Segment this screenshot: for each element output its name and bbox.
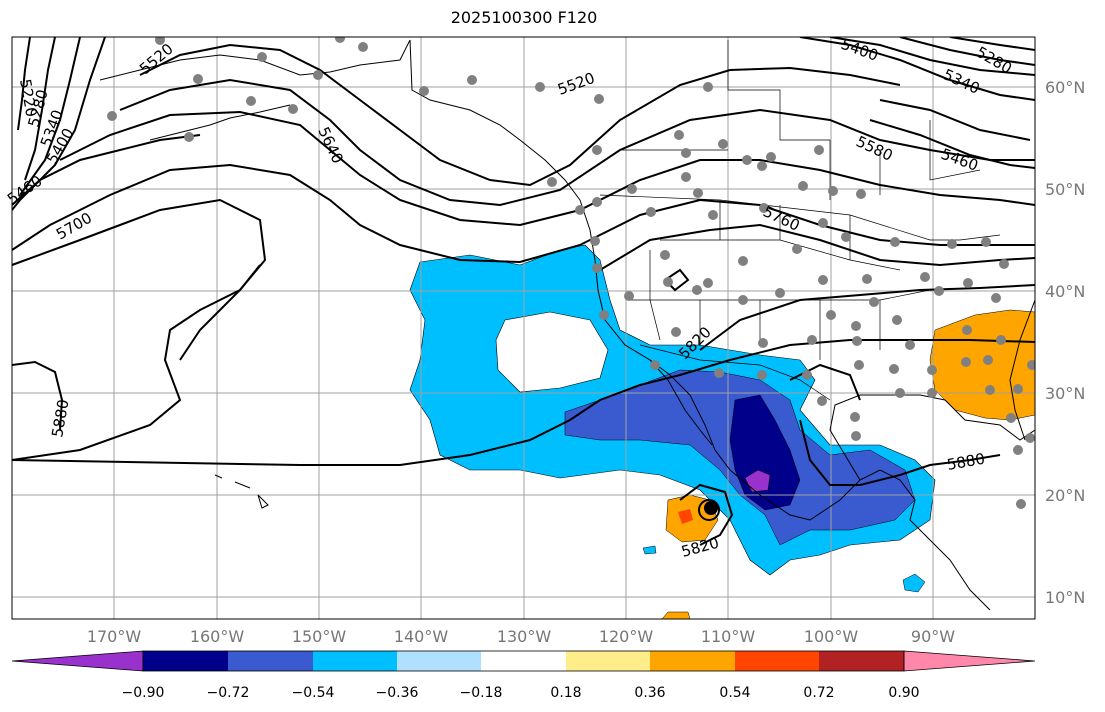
lon-label: 100°W [804,627,859,646]
contour-5520-north [139,43,901,187]
contour-5880-main [12,264,1035,466]
lon-label: 90°W [911,627,955,646]
colorbar-tick: 0.36 [634,685,665,701]
us-west-coast [579,199,731,471]
lat-label: 50°N [1045,180,1085,199]
colorbar-tick: 0.72 [803,685,834,701]
colorbar-segment [313,651,397,671]
positive-anomaly-east [929,309,1035,421]
contour-label: 5460 [4,172,46,209]
east-coast [1009,299,1035,441]
contour-label: 5280 [973,43,1015,78]
small-negative-spot-2 [642,545,657,555]
mexico-coast [729,469,991,611]
contour-ne-lower [869,99,1035,169]
tc-center [704,501,718,515]
small-negative-spot [902,573,926,593]
gulf-coast [829,394,1035,481]
hawaii [214,474,269,509]
lon-label: 150°W [292,627,347,646]
contour-label: 5460 [939,145,981,175]
baja-coast [649,359,713,446]
lon-label: 160°W [190,627,245,646]
contour-label: 5880 [946,450,987,474]
colorbar-tick: −0.90 [122,685,165,701]
contour-5700 [12,163,1035,264]
contour-5760 [12,198,1035,361]
contour-5280-west [24,37,56,181]
height-contours [12,37,1035,546]
coastlines [99,39,1035,611]
strongest-negative-region [744,469,771,493]
anomaly-fill [409,244,1035,619]
contour-ne-cluster [799,37,1035,101]
map-title: 2025100300 F120 [450,8,598,27]
contour-label: 5520 [555,69,597,99]
contour-5580 [119,78,1035,207]
contour-5820 [663,268,1035,351]
colorbar-segment [397,651,481,671]
longitude-labels: 170°W 160°W 150°W 140°W 130°W 120°W 110°… [87,627,955,646]
colorbar-segment [819,651,904,671]
lon-label: 110°W [701,627,756,646]
colorbar-min-arrow [11,650,144,672]
colorbar-tick: 0.90 [888,685,919,701]
colorbar: −0.90 −0.72 −0.54 −0.36 −0.18 0.18 0.36 … [11,650,1036,701]
lat-label: 40°N [1045,282,1085,301]
colorbar-segment [228,651,313,671]
colorbar-segment [650,651,735,671]
colorbar-tick: −0.18 [460,685,503,701]
positive-anomaly-south [661,611,691,619]
lon-label: 120°W [599,627,654,646]
colorbar-tick: −0.36 [376,685,419,701]
station-markers [107,37,1035,509]
latitude-labels: 60°N 50°N 40°N 30°N 20°N 10°N [1045,78,1085,607]
colorbar-segment [735,651,819,671]
contour-5460-west [12,134,201,206]
lat-label: 20°N [1045,486,1085,505]
colorbar-max-arrow [903,650,1036,672]
tc-ring [698,499,720,521]
lon-label: 130°W [497,627,552,646]
colorbar-tick: 0.18 [550,685,581,701]
alaska-coast [99,39,581,201]
contour-5400-west [12,37,106,211]
colorbar-segment [481,651,566,671]
map-frame [11,36,1036,620]
colorbar-tick: −0.72 [207,685,250,701]
contour-label: 5400 [839,35,881,65]
aleutian-coast [149,104,291,141]
lon-label: 170°W [87,627,142,646]
contour-label: 5880 [48,398,72,439]
contour-5640 [59,110,1035,227]
positive-red-spot [678,509,693,524]
borders [599,40,1001,401]
contour-5880-far-west [12,360,64,431]
contour-5340-west [19,37,81,196]
lon-label: 140°W [394,627,449,646]
contour-5220-west [17,37,31,131]
contour-5820-tc [679,483,734,546]
colorbar-tick: 0.54 [719,685,750,701]
colorbar-tick: −0.54 [292,685,335,701]
lat-label: 10°N [1045,588,1085,607]
lat-label: 60°N [1045,78,1085,97]
colorbar-segment [566,651,650,671]
lat-label: 30°N [1045,384,1085,403]
colorbar-segment [143,651,228,671]
